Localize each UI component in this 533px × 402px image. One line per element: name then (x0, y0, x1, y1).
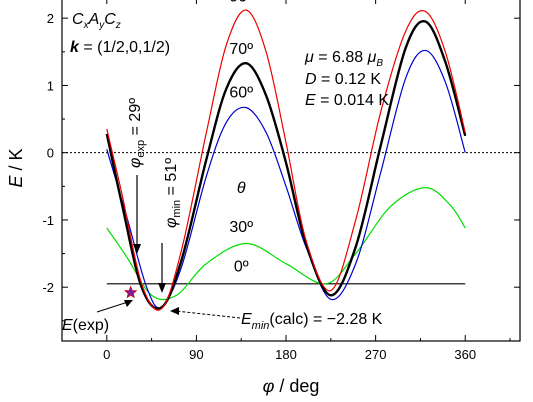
e-exp-star (123, 285, 138, 299)
y-tick-label: 0 (47, 146, 54, 161)
curve-label: 70º (229, 41, 253, 58)
e-min-pointer (175, 310, 241, 319)
series-group (105, 9, 467, 311)
e-exp-pointer (96, 301, 129, 313)
formula-label: CxAyCz (72, 11, 121, 31)
phi-min-arrowhead (158, 283, 166, 293)
e-parameter: E = 0.014 K (305, 92, 389, 109)
series-line-90deg (106, 9, 466, 311)
x-tick-label: 90 (189, 347, 203, 362)
mu-parameter: μ = 6.88 μB (304, 49, 383, 69)
phi-min-label: φmin = 51º (163, 158, 183, 228)
series-line-30deg (106, 187, 466, 301)
curve-label: 90º (229, 0, 253, 5)
curve-label: θ (237, 180, 246, 197)
e-min-label: Emin(calc) = −2.28 K (241, 311, 383, 332)
y-tick-label: -2 (42, 280, 54, 295)
plot-frame (61, 0, 521, 342)
k-vector-label: k = (1/2,0,1/2) (70, 39, 170, 56)
phi-exp-label: φexp = 29º (127, 98, 147, 168)
e-exp-pointer-head (124, 300, 133, 307)
x-axis-label: φ / deg (263, 376, 320, 396)
y-tick-label: -1 (42, 213, 54, 228)
curve-label: 0º (234, 259, 249, 276)
y-axis-label: E / K (6, 148, 26, 187)
x-tick-label: 360 (454, 347, 476, 362)
y-tick-label: 2 (47, 11, 54, 26)
y-tick-label: 1 (47, 78, 54, 93)
series-line-60deg (106, 49, 466, 309)
e-exp-marker (123, 285, 138, 299)
series-line-70deg (105, 20, 467, 310)
d-parameter: D = 0.12 K (305, 71, 381, 88)
x-tick-label: 180 (275, 347, 297, 362)
axis-ticks: 0 90 180 270 360 2 1 0 -1 -2 (42, 0, 520, 362)
curve-label: 60º (229, 85, 253, 102)
e-min-pointer-head (170, 307, 179, 315)
curve-labels: 90º 70º 60º θ 30º 0º (229, 0, 253, 276)
e-exp-label: E(exp) (62, 317, 109, 334)
x-tick-label: 270 (365, 347, 387, 362)
phi-exp-arrowhead (133, 244, 141, 254)
x-tick-label: 0 (103, 347, 110, 362)
curve-label: 30º (229, 219, 253, 236)
